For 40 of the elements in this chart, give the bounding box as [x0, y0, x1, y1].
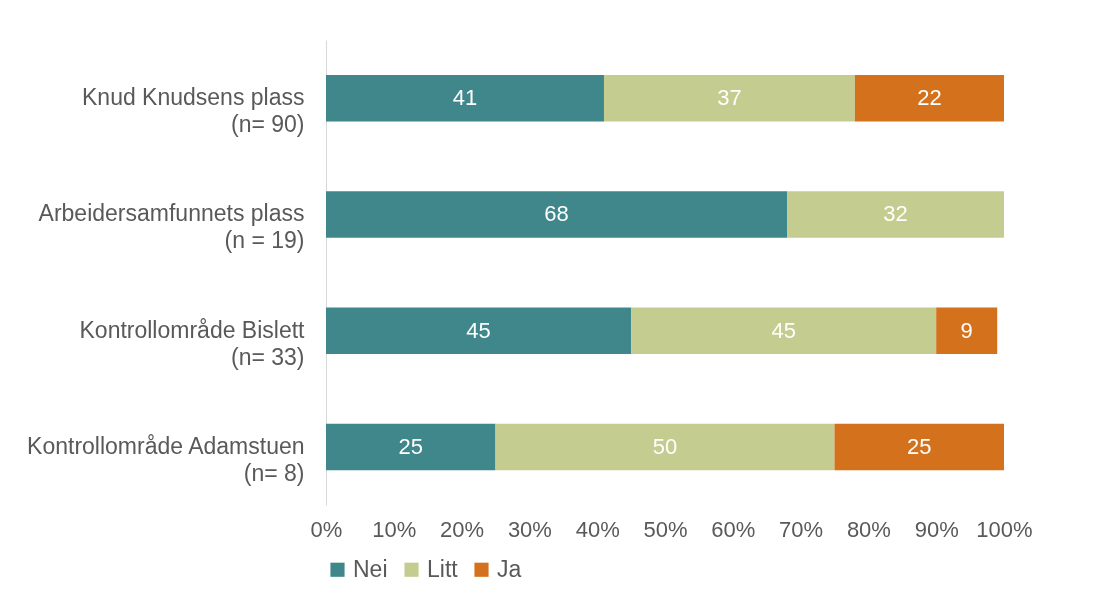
x-tick-label: 100% [976, 516, 1033, 542]
x-tick-label: 80% [846, 516, 891, 542]
bar [326, 191, 788, 238]
x-tick-label: 90% [914, 516, 959, 542]
x-tick-label: 20% [440, 516, 485, 542]
y-tick-label: Arbeidersamfunnets plass (n = 19) [38, 200, 305, 254]
data-label: 32 [883, 201, 908, 227]
data-label: 68 [544, 201, 569, 227]
data-label: 22 [917, 85, 942, 111]
bar [631, 307, 937, 354]
bar [495, 423, 835, 471]
bar [326, 307, 632, 354]
bar [854, 74, 1004, 122]
y-tick-label: Kontrollområde Adamstuen (n= 8) [27, 432, 305, 486]
y-tick-label: Kontrollområde Bislett (n= 33) [79, 316, 306, 370]
data-label: 41 [452, 85, 478, 111]
x-tick-label: 40% [575, 516, 620, 542]
x-tick-label: 70% [779, 516, 824, 542]
bar [603, 74, 855, 122]
bar [834, 423, 1004, 471]
legend-label: Litt [427, 555, 459, 582]
x-tick-label: 0% [310, 516, 343, 542]
data-label: 25 [398, 433, 423, 459]
bar [326, 74, 604, 122]
x-tick-label: 60% [711, 516, 756, 542]
data-label: 37 [717, 85, 742, 111]
x-tick-label: 10% [372, 516, 417, 542]
data-label: 50 [652, 433, 678, 459]
data-label: 45 [771, 317, 796, 343]
x-tick-label: 50% [643, 516, 688, 542]
legend-label: Nei [353, 555, 388, 582]
legend-label: Ja [497, 555, 522, 582]
bar [936, 307, 998, 354]
x-tick-label: 30% [507, 516, 552, 542]
data-label: 9 [960, 317, 973, 343]
data-label: 45 [466, 317, 491, 343]
data-label: 25 [907, 433, 932, 459]
bar [326, 423, 496, 471]
y-tick-label: Knud Knudsens plass (n= 90) [82, 84, 305, 138]
bar [787, 191, 1004, 238]
